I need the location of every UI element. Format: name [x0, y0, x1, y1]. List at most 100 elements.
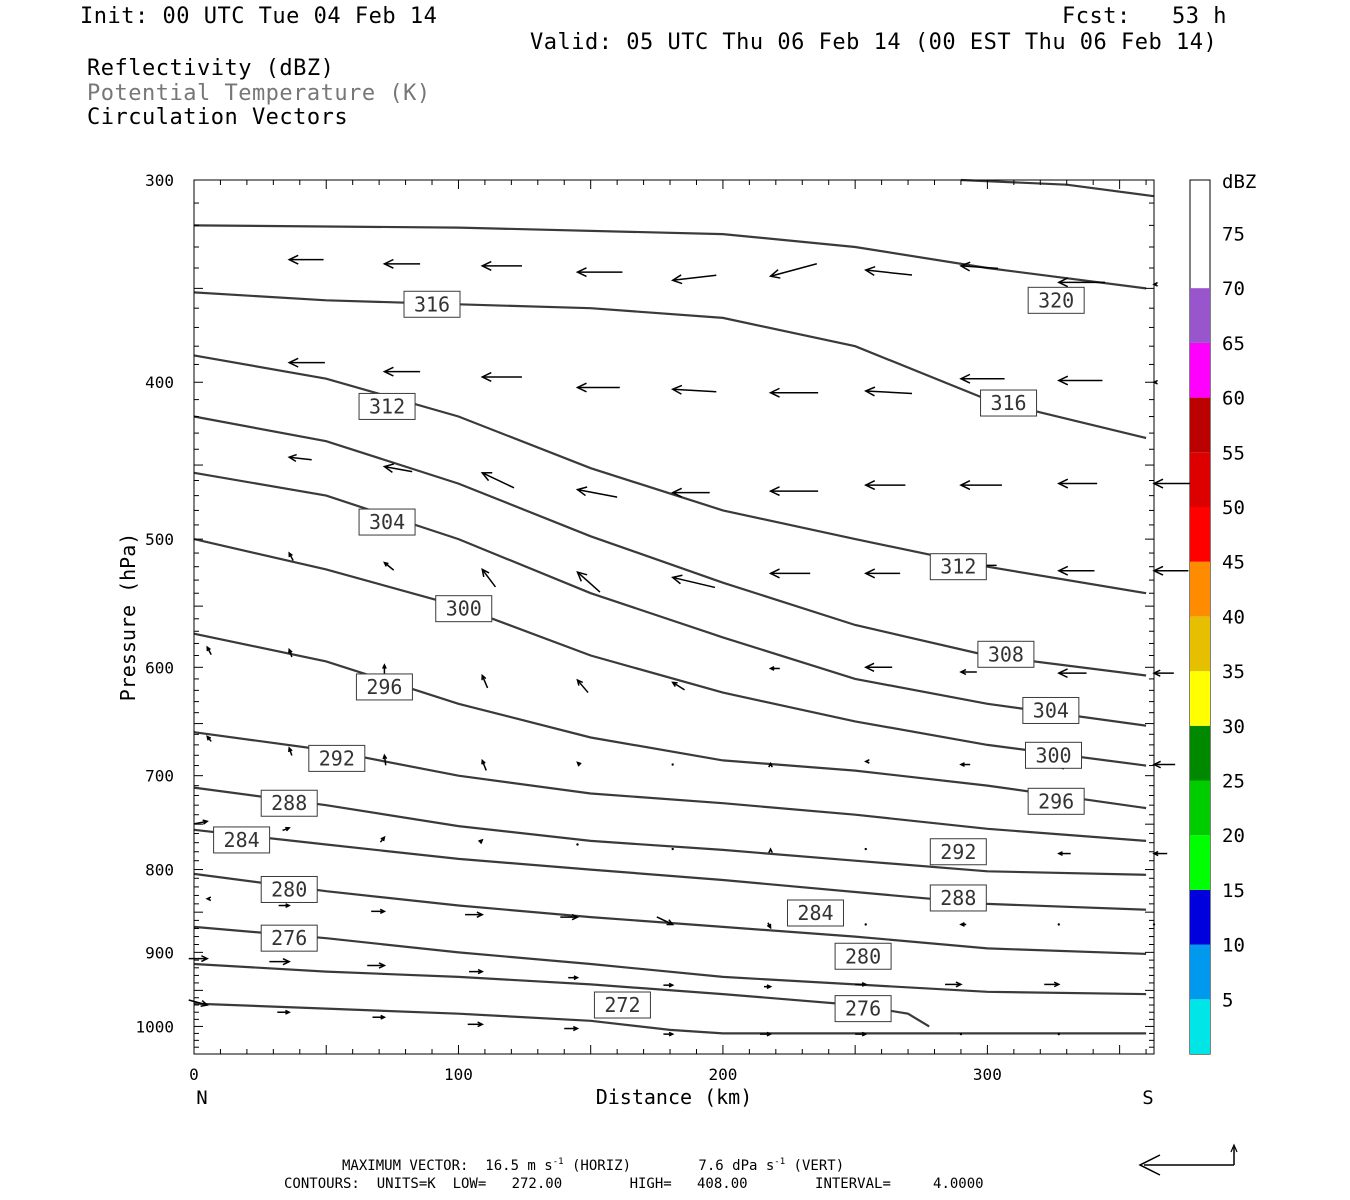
contour-label-text: 304 — [1033, 698, 1069, 722]
contour-label: 288 — [260, 789, 318, 817]
circulation-vectors — [188, 254, 1194, 1037]
circulation-vector — [383, 561, 395, 571]
vector-head — [864, 568, 876, 579]
circulation-vector — [768, 761, 773, 768]
circulation-vector — [1152, 669, 1174, 677]
south-label: S — [1142, 1087, 1153, 1109]
colorbar-segment — [1190, 999, 1210, 1054]
contour-label-text: 308 — [988, 642, 1024, 666]
circulation-vector — [269, 957, 291, 966]
vector-shaft — [576, 679, 589, 694]
valid-time: Valid: 05 UTC Thu 06 Feb 14 (00 EST Thu … — [530, 30, 1218, 55]
circulation-vector — [382, 366, 421, 377]
colorbar-segment — [1190, 780, 1210, 836]
contour-label-box — [358, 508, 416, 536]
vector-head — [287, 453, 297, 463]
vector-head — [959, 922, 965, 927]
circulation-vector — [568, 975, 580, 981]
vector-head — [476, 911, 484, 918]
contour-label: 288 — [929, 884, 987, 912]
vector-head — [575, 382, 587, 393]
circulation-vector — [766, 922, 772, 930]
vector-shaft — [481, 675, 489, 689]
circulation-vector — [671, 681, 685, 691]
circulation-vector — [287, 254, 324, 265]
vector-head — [287, 357, 299, 368]
vector-head — [766, 923, 772, 930]
contour-label-text: 316 — [414, 292, 450, 316]
theta-contour-292 — [193, 786, 1147, 876]
north-label: N — [196, 1087, 207, 1109]
contour-label-text: 284 — [797, 901, 833, 925]
theta-contour-284 — [193, 872, 1147, 955]
plot-frame — [193, 179, 1155, 1055]
forecast-hour: Fcst: 53 h — [1062, 4, 1227, 29]
vector-head — [572, 1025, 580, 1032]
contour-label-text: 312 — [940, 555, 976, 579]
vector-head — [959, 668, 967, 676]
circulation-vector — [1057, 565, 1095, 576]
vector-head — [668, 1031, 675, 1037]
vector-head — [864, 265, 876, 276]
circulation-vector — [576, 678, 589, 694]
theta-contour-304 — [193, 538, 1147, 767]
vector-head — [206, 645, 211, 652]
circulation-vector — [1057, 923, 1060, 926]
theta-contour-300 — [193, 632, 1147, 810]
vector-head — [666, 919, 675, 926]
colorbar-segment — [1190, 616, 1210, 672]
contour-label-text: 292 — [940, 840, 976, 864]
colorbar-segment — [1190, 561, 1210, 617]
colorbar-segment — [1190, 671, 1210, 726]
colorbar-level-label: 10 — [1222, 935, 1245, 957]
circulation-vector — [656, 916, 675, 926]
colorbar-segment — [1190, 452, 1210, 507]
vector-head — [285, 1009, 291, 1015]
circulation-vector — [193, 819, 209, 825]
contour-label: 272 — [593, 991, 651, 1019]
contour-label-box — [358, 392, 416, 420]
vector-head — [480, 471, 493, 482]
vector-shaft — [960, 265, 999, 270]
colorbar-segment — [1190, 835, 1210, 890]
vector-head — [382, 366, 394, 377]
circulation-vector — [382, 463, 413, 474]
contour-label-box — [834, 995, 892, 1023]
circulation-vector — [959, 373, 1005, 384]
circulation-vector — [278, 903, 291, 908]
vector-head — [575, 486, 588, 497]
x-tick-label: 100 — [444, 1065, 473, 1084]
vector-head — [955, 981, 963, 988]
circulation-vector — [768, 262, 818, 279]
colorbar-title: dBZ — [1222, 171, 1256, 193]
colorbar-level-label: 50 — [1222, 497, 1245, 519]
vector-head — [670, 384, 683, 395]
theta-contour-272 — [193, 1002, 1147, 1035]
circulation-vector — [560, 913, 580, 921]
circulation-vector — [864, 265, 913, 276]
circulation-vector — [855, 1031, 868, 1037]
contour-label-box — [260, 875, 318, 903]
vector-point — [959, 1032, 963, 1036]
axis-ticks: 0 100 200 300 300 400 500 600 700 800 900 1000 — [135, 171, 1154, 1084]
circulation-vector — [959, 668, 977, 676]
contour-label: 312 — [929, 553, 987, 581]
theta-contour-276 — [193, 962, 930, 1028]
colorbar-level-label: 45 — [1222, 552, 1245, 574]
vector-shaft — [865, 390, 913, 395]
vector-head — [1053, 981, 1061, 988]
vector-head — [864, 386, 876, 397]
vector-shaft — [193, 820, 208, 825]
y-tick-label: 400 — [145, 373, 174, 392]
vector-head — [670, 274, 683, 285]
contour-label-box — [929, 838, 987, 866]
vector-head — [576, 678, 584, 686]
circulation-vector — [864, 759, 870, 764]
circulation-vector — [288, 551, 294, 561]
contour-label: 280 — [260, 875, 318, 903]
circulation-vector — [206, 645, 212, 655]
vector-head — [288, 647, 293, 654]
contour-label-text: 288 — [940, 886, 976, 910]
circulation-vector — [670, 487, 710, 498]
colorbar-segment — [1190, 507, 1210, 562]
